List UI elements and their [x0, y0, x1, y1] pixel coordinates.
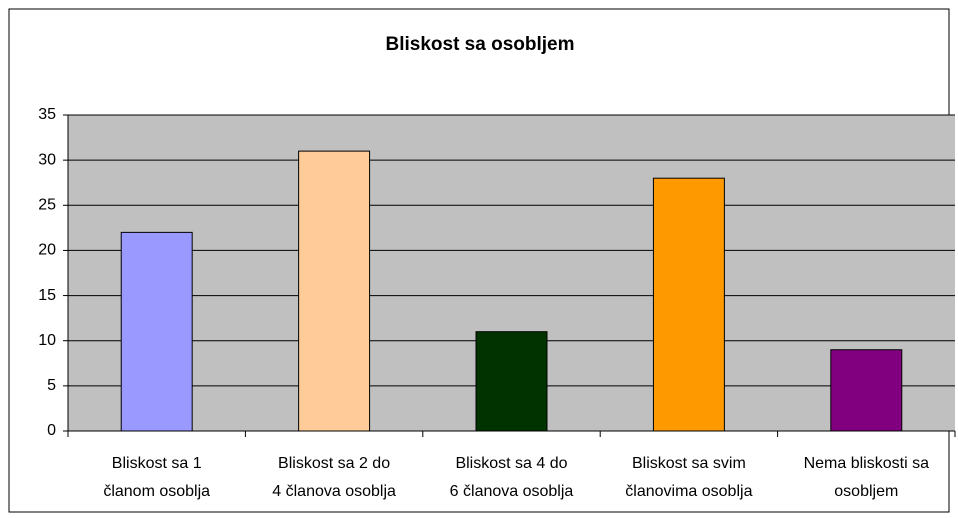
x-tick-label: Bliskost sa 1 članom osoblja — [103, 455, 211, 500]
x-tick-label: Bliskost sa svim članovima osoblja — [625, 455, 753, 500]
bar — [298, 150, 371, 432]
chart-title: Bliskost sa osobljem — [385, 34, 574, 55]
y-tick-label: 10 — [38, 332, 56, 349]
bar — [830, 349, 903, 432]
bar — [475, 331, 548, 432]
y-tick-label: 5 — [47, 377, 56, 394]
x-tick-label: Nema bliskosti sa osobljem — [803, 455, 929, 500]
y-tick-label: 25 — [38, 197, 56, 214]
y-tick-label: 20 — [38, 242, 56, 259]
bar — [652, 177, 725, 432]
x-tick-label: Bliskost sa 4 do 6 članova osoblja — [449, 455, 574, 500]
x-tick-label: Bliskost sa 2 do 4 članova osoblja — [272, 455, 396, 500]
y-tick-label: 35 — [38, 106, 56, 123]
y-tick-label: 30 — [38, 151, 56, 168]
bar — [120, 231, 193, 432]
y-tick-label: 0 — [47, 422, 56, 439]
y-tick-label: 15 — [38, 287, 56, 304]
